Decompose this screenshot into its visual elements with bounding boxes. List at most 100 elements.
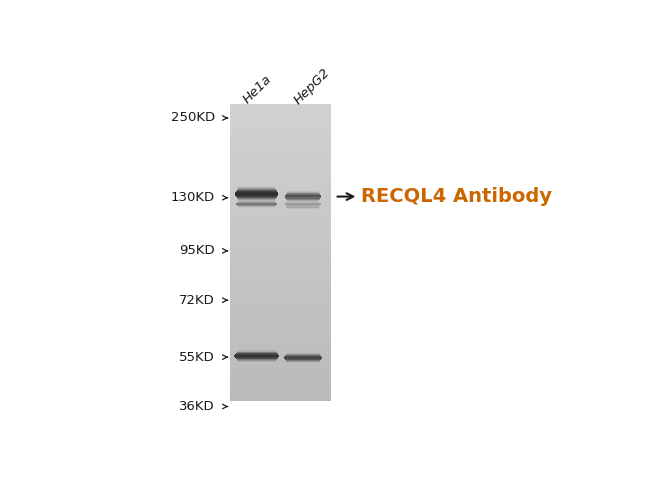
Bar: [230, 251, 331, 253]
Bar: [230, 275, 331, 277]
Bar: [230, 390, 331, 392]
Bar: [230, 340, 331, 342]
Bar: [230, 192, 331, 194]
Bar: [230, 267, 331, 269]
Bar: [237, 350, 276, 351]
Bar: [230, 279, 331, 281]
Bar: [230, 128, 331, 130]
Bar: [230, 301, 331, 303]
Bar: [230, 394, 331, 396]
Bar: [237, 351, 276, 352]
Bar: [230, 378, 331, 380]
Bar: [235, 354, 278, 355]
Bar: [230, 105, 331, 106]
Bar: [230, 176, 331, 177]
Bar: [230, 326, 331, 328]
Bar: [230, 226, 331, 228]
Bar: [230, 149, 331, 150]
Bar: [230, 285, 331, 287]
Bar: [287, 191, 318, 192]
Bar: [230, 306, 331, 308]
Bar: [230, 115, 331, 116]
Bar: [238, 199, 275, 200]
Bar: [230, 347, 331, 349]
Bar: [230, 207, 331, 209]
Bar: [230, 140, 331, 141]
Bar: [230, 300, 331, 302]
Bar: [238, 187, 275, 188]
Bar: [285, 356, 321, 357]
Bar: [230, 174, 331, 176]
Bar: [230, 121, 331, 122]
Bar: [230, 366, 331, 368]
Bar: [230, 164, 331, 166]
Bar: [230, 393, 331, 395]
Text: HepG2: HepG2: [291, 66, 332, 106]
Bar: [230, 388, 331, 390]
Bar: [230, 139, 331, 140]
Bar: [284, 358, 322, 359]
Bar: [230, 173, 331, 175]
Bar: [230, 177, 331, 179]
Bar: [230, 332, 331, 334]
Bar: [230, 307, 331, 309]
Bar: [230, 357, 331, 359]
Bar: [230, 273, 331, 275]
Bar: [230, 136, 331, 137]
Bar: [230, 374, 331, 376]
Bar: [230, 229, 331, 231]
Bar: [230, 380, 331, 382]
Bar: [230, 319, 331, 321]
Text: RECQL4 Antibody: RECQL4 Antibody: [361, 187, 552, 206]
Bar: [236, 358, 277, 359]
Bar: [230, 323, 331, 325]
Bar: [237, 360, 276, 361]
Bar: [230, 223, 331, 225]
Bar: [230, 365, 331, 367]
Bar: [230, 141, 331, 143]
Bar: [230, 204, 331, 206]
Bar: [230, 272, 331, 274]
Bar: [284, 357, 322, 358]
Bar: [230, 278, 331, 280]
Bar: [286, 360, 320, 361]
Bar: [237, 197, 276, 198]
Bar: [230, 187, 331, 189]
Bar: [230, 354, 331, 356]
Bar: [230, 261, 331, 263]
Bar: [285, 195, 320, 196]
Bar: [230, 109, 331, 110]
Bar: [237, 351, 276, 352]
Bar: [230, 328, 331, 330]
Bar: [230, 107, 331, 109]
Bar: [230, 362, 331, 364]
Bar: [230, 193, 331, 195]
Bar: [237, 198, 276, 199]
Bar: [230, 146, 331, 147]
Bar: [230, 133, 331, 134]
Bar: [284, 358, 322, 359]
Bar: [230, 297, 331, 299]
Bar: [230, 396, 331, 398]
Bar: [230, 127, 331, 128]
Bar: [230, 110, 331, 112]
Bar: [236, 192, 278, 193]
Bar: [230, 137, 331, 139]
Bar: [230, 384, 331, 386]
Bar: [230, 232, 331, 234]
Bar: [235, 356, 279, 357]
Bar: [230, 325, 331, 327]
Bar: [230, 165, 331, 167]
Bar: [238, 187, 275, 188]
Bar: [230, 269, 331, 271]
Bar: [236, 191, 277, 192]
Bar: [286, 194, 320, 195]
Bar: [230, 233, 331, 235]
Bar: [230, 322, 331, 324]
Bar: [237, 359, 277, 360]
Bar: [230, 227, 331, 229]
Bar: [230, 190, 331, 192]
Bar: [230, 170, 331, 172]
Bar: [230, 292, 331, 294]
Bar: [230, 217, 331, 219]
